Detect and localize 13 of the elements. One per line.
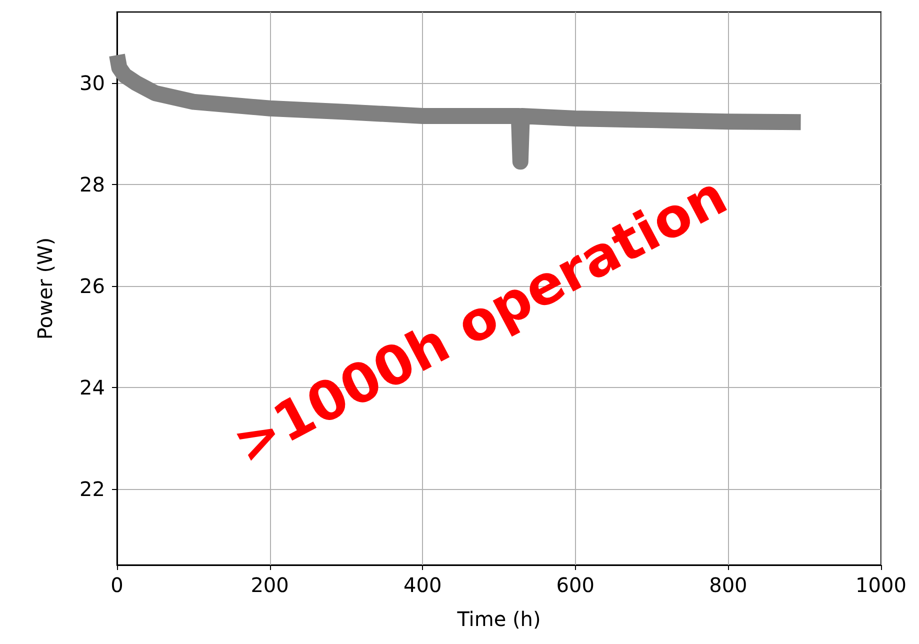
x-tick-label: 400 (404, 573, 442, 597)
x-tick-label: 200 (250, 573, 289, 597)
x-tick-label: 600 (556, 573, 594, 597)
y-tick-label: 24 (80, 375, 105, 400)
y-tick-label: 22 (80, 476, 105, 501)
x-tick-label: 800 (709, 573, 748, 597)
x-tick-label: 1000 (856, 573, 906, 597)
y-tick-label: 28 (80, 172, 105, 196)
y-tick-label: 30 (80, 71, 105, 96)
x-tick-label: 0 (110, 573, 124, 597)
y-axis-title: Power (W) (33, 237, 57, 340)
y-tick-label: 26 (80, 274, 105, 298)
x-axis-title: Time (h) (456, 607, 541, 631)
